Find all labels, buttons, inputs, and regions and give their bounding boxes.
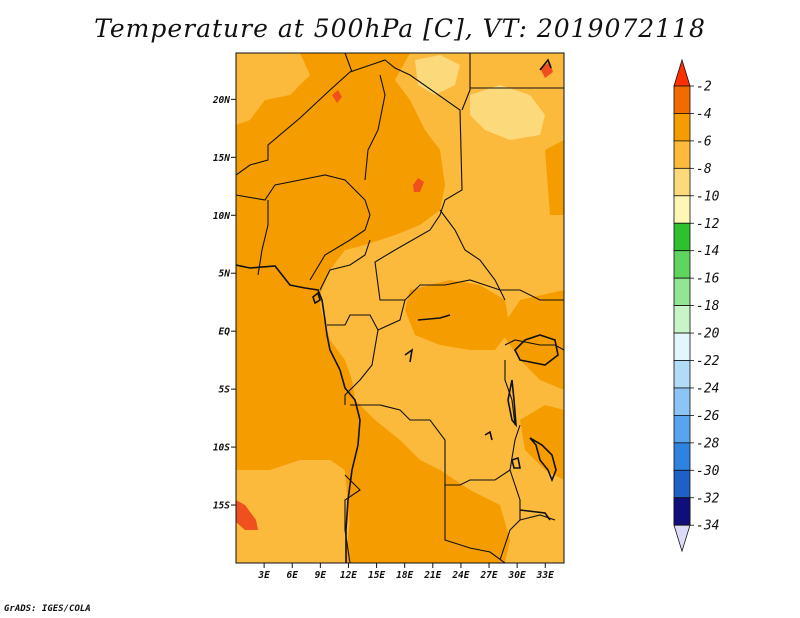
colorbar-label: -20 <box>696 327 720 342</box>
colorbar-label: -6 <box>696 134 712 149</box>
temperature-field <box>236 53 564 563</box>
lat-tick-label: 5S <box>219 385 231 396</box>
colorbar-box <box>673 277 691 306</box>
colorbar-box <box>673 195 691 224</box>
field-patch-chad <box>413 178 424 192</box>
colorbar-label: -28 <box>696 436 720 451</box>
colorbar-box <box>673 414 691 444</box>
colorbar-label: -14 <box>696 244 719 259</box>
colorbar-label: -32 <box>696 491 720 506</box>
colorbar-box <box>673 85 691 114</box>
field-region-congo <box>405 280 510 350</box>
lat-tick-label: EQ <box>219 327 231 338</box>
colorbar-box-lowest <box>673 497 691 526</box>
grads-credit: GrADS: IGES/COLA <box>4 604 91 614</box>
field-region-northwest <box>236 53 310 125</box>
colorbar-box <box>673 140 691 169</box>
lon-tick-label: 6E <box>287 570 299 581</box>
lon-tick-label: 24E <box>451 570 469 581</box>
lon-tick-label: 27E <box>479 570 497 581</box>
lon-tick-label: 9E <box>315 570 327 581</box>
lon-tick-label: 33E <box>536 570 554 581</box>
colorbar-label: -8 <box>696 162 712 177</box>
colorbar-box <box>673 360 691 389</box>
lat-tick-label: 10S <box>213 443 230 454</box>
lat-tick-label: 5N <box>219 269 231 280</box>
lat-tick-label: 15S <box>213 501 230 512</box>
lon-tick-label: 30E <box>508 570 526 581</box>
colorbar-label: -30 <box>696 464 720 479</box>
colorbar-label: -24 <box>696 381 719 396</box>
colorbar-box <box>673 167 691 197</box>
colorbar-box <box>673 442 691 471</box>
longitude-axis: 3E 6E 9E 12E 15E 18E 21E 24E 27E 30E 33E <box>257 563 554 581</box>
colorbar-box <box>673 113 691 142</box>
map-frame <box>235 52 565 564</box>
lon-tick-label: 21E <box>423 570 441 581</box>
field-region-sahel <box>236 80 430 250</box>
colorbar-box <box>673 250 691 279</box>
colorbar-box <box>673 469 691 499</box>
colorbar-label: -22 <box>696 354 720 369</box>
colorbar-label: -26 <box>696 409 720 424</box>
lon-tick-label: 18E <box>396 570 413 581</box>
field-region-chad-light <box>415 55 460 95</box>
field-region-southwest <box>236 460 350 563</box>
field-region-south <box>345 450 510 563</box>
colorbar-label: -10 <box>696 189 720 204</box>
colorbar-box <box>673 387 691 416</box>
coastlines-and-lakes <box>236 58 559 563</box>
field-region-west-coast <box>236 285 360 470</box>
field-region-sudan-light <box>470 85 545 140</box>
colorbar-box <box>673 222 691 252</box>
lat-tick-label: 20N <box>212 95 230 106</box>
latitude-axis: 20N 15N 10N 5N EQ 5S 10S 15S <box>212 95 236 512</box>
colorbar-label: -18 <box>696 299 720 314</box>
colorbar-label: -12 <box>696 217 720 232</box>
colorbar-label: -34 <box>696 519 719 534</box>
colorbar-box <box>673 332 691 361</box>
lat-tick-label: 10N <box>213 211 230 222</box>
country-borders <box>236 53 564 563</box>
field-patch-southwest <box>236 500 258 530</box>
colorbar-label: -2 <box>696 80 712 95</box>
lon-tick-label: 15E <box>368 570 385 581</box>
chart-title: Temperature at 500hPa [C], VT: 201907211… <box>94 14 706 43</box>
colorbar-label: -16 <box>696 272 720 287</box>
colorbar-box <box>673 305 691 334</box>
lat-tick-label: 15N <box>213 153 230 164</box>
colorbar: -2 -4 -6 -8 -10 -12 -14 -16 -18 -20 -22 -24 -26 -28 -3… <box>673 58 720 553</box>
field-patch-north <box>332 90 342 103</box>
colorbar-bottom-cap <box>673 524 691 553</box>
lon-tick-label: 3E <box>257 570 270 581</box>
colorbar-top-cap <box>673 58 691 87</box>
lon-tick-label: 12E <box>340 570 357 581</box>
colorbar-label: -4 <box>696 107 712 122</box>
